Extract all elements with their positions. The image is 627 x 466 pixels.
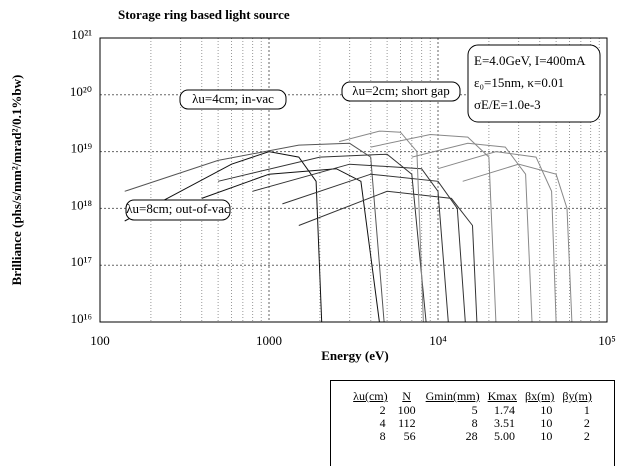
y-tick-label: 10¹⁹ [71, 141, 93, 156]
table-header-cell: N [402, 389, 411, 403]
curve [201, 168, 380, 322]
parameter-box [467, 44, 601, 123]
x-tick-label: 10⁴ [429, 333, 447, 348]
parameter-table: λu(cm) N Gmin(mm) Kmax βx(m) βy(m) 2 100 5 1.74 10… [330, 380, 615, 466]
y-tick-label: 10¹⁸ [71, 197, 93, 212]
x-axis-label: Energy (eV) [321, 348, 389, 363]
parameter: E=4.0GeV, I=400mA [474, 53, 586, 68]
table-header-cell: βy(m) [562, 389, 592, 403]
chart: Storage ring based light source Energy (… [9, 7, 616, 363]
curve [411, 142, 533, 322]
plot-frame [99, 37, 608, 323]
table-header-cell: λu(cm) [353, 389, 388, 403]
table: λu(cm) N Gmin(mm) Kmax βx(m) βy(m) 2 100 5 1.74 10… [349, 389, 596, 443]
table-cell: 5.00 [493, 429, 515, 443]
table-header-cell: Gmin(mm) [425, 389, 480, 403]
table-row: 2 100 5 1.74 10 1 [349, 404, 596, 417]
y-tick-label: 10²⁰ [70, 84, 92, 99]
curve [252, 163, 449, 322]
curve [462, 163, 573, 322]
annotation-box [341, 81, 461, 102]
curve [298, 190, 478, 322]
curve [370, 133, 497, 322]
table-cell: 28 [465, 429, 478, 443]
annotation-box [179, 89, 287, 110]
y-tick-label: 10¹⁶ [71, 311, 92, 326]
table-header: λu(cm) N Gmin(mm) Kmax βx(m) βy(m) [349, 389, 596, 404]
y-tick-label: 10¹⁷ [71, 254, 92, 269]
table-header-cell: βx(m) [524, 389, 555, 403]
table-cell: 10 [540, 416, 553, 430]
table-cell: 112 [398, 416, 416, 430]
parameter: σE/E=1.0e-3 [474, 97, 541, 112]
y-axis-label: Brilliance (phs/s/mm²/mrad²/0.1%bw) [9, 75, 24, 286]
table-cell: 2 [379, 403, 386, 417]
table-cell: 100 [397, 403, 416, 417]
table-cell: 56 [403, 429, 416, 443]
annotation: λu=8cm; out-of-vac [126, 201, 230, 216]
table-cell: 8 [471, 416, 478, 430]
x-tick-label: 1000 [256, 333, 282, 348]
curve [217, 153, 427, 322]
curve [124, 151, 323, 322]
table-cell: 8 [379, 429, 386, 443]
curve [338, 130, 424, 322]
curve [124, 142, 385, 322]
y-tick-label: 10²¹ [71, 27, 92, 42]
table-cell: 10 [540, 403, 553, 417]
table-row: 4 112 8 3.51 10 2 [349, 417, 596, 430]
x-tick-label: 10⁵ [598, 333, 616, 348]
table-cell: 2 [583, 429, 590, 443]
annotation-box [125, 199, 231, 221]
curve [282, 173, 466, 322]
table-cell: 10 [540, 429, 553, 443]
table-cell: 1 [583, 403, 590, 417]
x-tick-label: 100 [90, 333, 110, 348]
table-cell: 1.74 [493, 403, 515, 417]
annotation: λu=2cm; short gap [352, 83, 449, 98]
table-header-cell: Kmax [487, 389, 517, 403]
table-cell: 3.51 [493, 416, 515, 430]
curves [124, 130, 573, 322]
table-cell: 4 [379, 416, 386, 430]
table-cell: 5 [471, 403, 478, 417]
chart-title: Storage ring based light source [118, 7, 290, 22]
curve [437, 151, 557, 322]
annotation: λu=4cm; in-vac [192, 91, 274, 106]
table-cell: 2 [583, 416, 590, 430]
table-row: 8 56 28 5.00 10 2 [349, 430, 596, 443]
parameter: ε₀=15nm, κ=0.01 [474, 75, 564, 90]
